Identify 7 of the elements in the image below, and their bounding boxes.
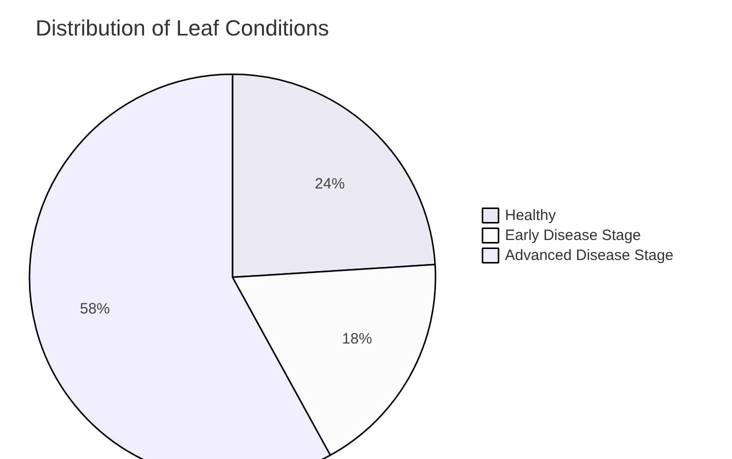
legend-label: Healthy bbox=[505, 206, 556, 224]
data-label: 18% bbox=[342, 330, 372, 348]
legend-label: Advanced Disease Stage bbox=[505, 246, 674, 264]
legend-label: Early Disease Stage bbox=[505, 226, 641, 244]
chart-title: Distribution of Leaf Conditions bbox=[36, 16, 329, 40]
data-label: 58% bbox=[80, 300, 110, 318]
data-label: 24% bbox=[314, 175, 345, 192]
